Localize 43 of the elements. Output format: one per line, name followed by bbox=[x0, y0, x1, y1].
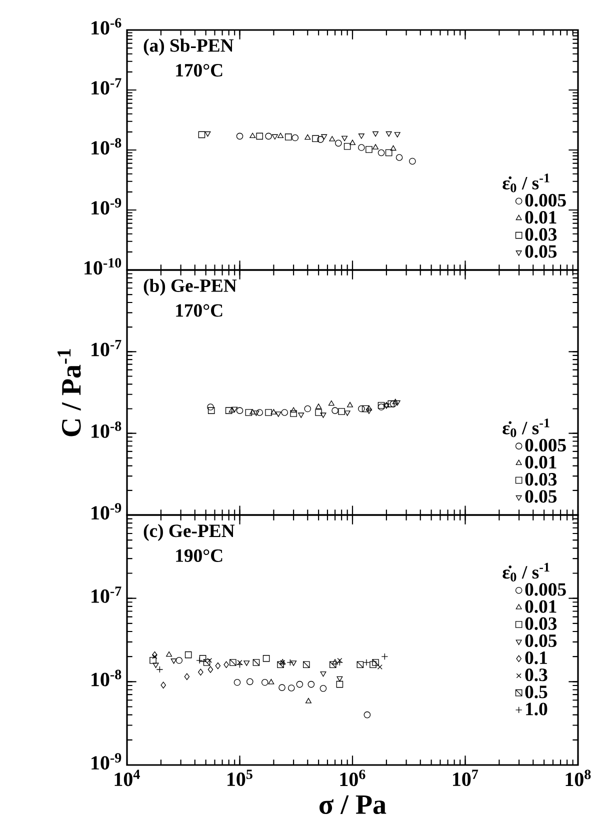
legend-label: 1.0 bbox=[526, 702, 548, 716]
x-tick-label: 10$^{8}$ bbox=[566, 770, 591, 786]
y-tick-label: 10$^{-10}$ bbox=[84, 258, 122, 275]
x-tick-label: 10$^{6}$ bbox=[340, 770, 366, 786]
y-tick-label: 10$^{-8}$ bbox=[92, 138, 122, 155]
legend-label: 0.005 bbox=[525, 438, 566, 452]
y-axis-title: C / Pa$^{-1}$ bbox=[58, 349, 81, 436]
legend-label: 0.01 bbox=[525, 211, 556, 224]
legend-label: 0.01 bbox=[525, 456, 556, 469]
legend-title: ε̇$_{0}$ / s$^{-1}$ bbox=[502, 418, 550, 438]
text: 190°C bbox=[176, 549, 222, 562]
legend-label: 0.03 bbox=[525, 473, 557, 486]
legend-label: 0.05 bbox=[525, 634, 557, 648]
legend-label: 0.03 bbox=[525, 228, 557, 241]
legend-label: 0.5 bbox=[525, 686, 548, 698]
x-axis-title: σ / Pa bbox=[320, 795, 386, 814]
y-tick-label: 10$^{-9}$ bbox=[92, 503, 122, 520]
y-tick-label: 10$^{-7}$ bbox=[92, 78, 122, 95]
legend-label: 0.005 bbox=[525, 194, 566, 207]
chart-title: (c) Ge-PEN bbox=[144, 524, 235, 541]
x-tick-label: 10$^{5}$ bbox=[228, 770, 252, 786]
legend-label: 0.005 bbox=[525, 583, 566, 596]
y-tick-label: 10$^{-6}$ bbox=[92, 18, 122, 35]
y-tick-label: 10$^{-7}$ bbox=[92, 340, 122, 356]
legend-label: 0.01 bbox=[525, 600, 556, 613]
legend-label: 0.05 bbox=[525, 245, 557, 258]
legend-label: 0.1 bbox=[525, 651, 547, 664]
x-tick-label: 10$^{7}$ bbox=[453, 770, 478, 786]
legend-label: 0.3 bbox=[525, 668, 548, 682]
y-tick-label: 10$^{-9}$ bbox=[92, 198, 122, 215]
chart-title: (a) Sb-PEN bbox=[144, 38, 234, 56]
legend-label: 0.05 bbox=[525, 490, 557, 503]
chart-title: (b) Ge-PEN bbox=[144, 278, 237, 296]
text: 170°C bbox=[176, 304, 222, 317]
legend-label: 0.03 bbox=[525, 617, 557, 630]
y-tick-label: 10$^{-8}$ bbox=[92, 670, 122, 686]
y-tick-label: 10$^{-8}$ bbox=[92, 421, 122, 438]
text: 170°C bbox=[176, 64, 222, 77]
y-tick-label: 10$^{-9}$ bbox=[92, 753, 122, 770]
x-tick-label: 10$^{4}$ bbox=[114, 770, 140, 786]
y-tick-label: 10$^{-7}$ bbox=[92, 586, 122, 603]
legend-title: ε̇$_{0}$ / s$^{-1}$ bbox=[502, 562, 550, 582]
legend-title: ε̇$_{0}$ / s$^{-1}$ bbox=[502, 174, 550, 192]
